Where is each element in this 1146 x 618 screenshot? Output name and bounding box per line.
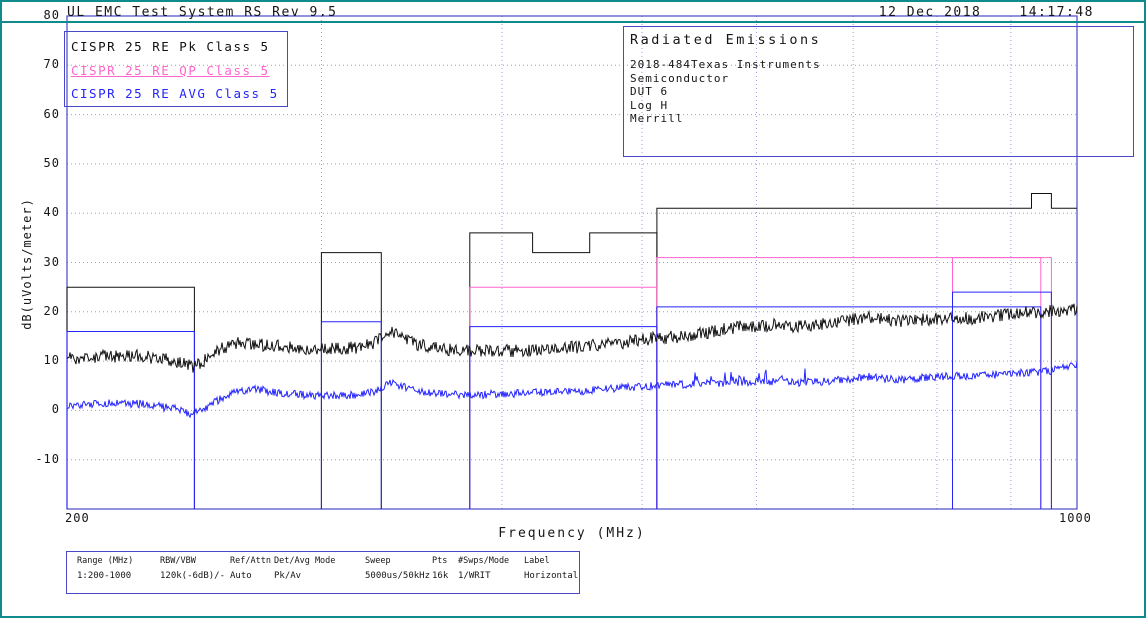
- legend-box: CISPR 25 RE Pk Class 5 CISPR 25 RE QP Cl…: [64, 31, 288, 107]
- settings-header-cell: Label: [524, 556, 550, 566]
- settings-header-cell: Ref/Attn: [230, 556, 271, 566]
- antenna-line: Log H: [630, 98, 669, 112]
- settings-header-row: Range (MHz) RBW/VBW Ref/Attn Det/Avg Mode Sw…: [77, 556, 579, 566]
- trace-avg: [66, 361, 1078, 419]
- legend-item-pk: CISPR 25 RE Pk Class 5: [71, 39, 270, 54]
- settings-value-cell: 1:200-1000: [77, 571, 132, 581]
- settings-header-cell: #Swps/Mode: [458, 556, 510, 566]
- project-line: 2018-484Texas Instruments: [630, 58, 821, 71]
- operator-line: Merrill: [630, 112, 684, 125]
- report-title: Radiated Emissions: [630, 32, 822, 48]
- settings-value-cell: Horizontal: [524, 571, 579, 581]
- date-label: 12 Dec 2018: [878, 5, 982, 20]
- settings-value-cell: 1/WRIT: [458, 571, 491, 581]
- plot-frame: [66, 15, 1078, 510]
- settings-value-row: 1:200-1000 120k(-6dB)/- Auto Pk/Av 5000us/50…: [77, 571, 579, 581]
- settings-header-cell: Det/Avg Mode: [274, 556, 336, 566]
- settings-header-cell: Sweep: [365, 556, 391, 566]
- limit-line-pk: [656, 193, 1077, 509]
- legend-item-avg: CISPR 25 RE AVG Class 5: [71, 86, 279, 101]
- settings-table: Range (MHz) RBW/VBW Ref/Attn Det/Avg Mode Sw…: [66, 551, 580, 594]
- window-title: UL EMC Test System RS Rev 9.5: [67, 5, 338, 20]
- y-axis-label: dB(uVolts/meter): [20, 198, 34, 330]
- limit-line-pk: [320, 252, 382, 509]
- limit-line-qp: [469, 286, 658, 509]
- legend-item-qp: CISPR 25 RE QP Class 5: [71, 62, 270, 78]
- limit-line-avg: [952, 291, 1052, 509]
- settings-value-cell: 16k: [432, 571, 449, 581]
- limit-line-avg: [656, 306, 1042, 509]
- limit-line-avg: [66, 331, 195, 509]
- settings-value-cell: Pk/Av: [274, 571, 302, 581]
- time-label: 14:17:48: [1019, 5, 1094, 20]
- limit-line-pk: [66, 286, 195, 509]
- limit-line-pk: [469, 232, 658, 509]
- trace-pk: [66, 303, 1078, 373]
- limit-line-avg: [469, 326, 658, 509]
- settings-value-cell: 5000us/50kHz: [365, 571, 431, 581]
- test-info-box: Radiated Emissions 2018-484Texas Instrum…: [623, 26, 1134, 157]
- limit-line-qp: [952, 257, 1052, 509]
- settings-header-cell: Range (MHz): [77, 556, 134, 566]
- limit-line-qp: [656, 257, 1042, 509]
- settings-value-cell: Auto: [230, 571, 252, 581]
- datetime: 12 Dec 2018 14:17:48: [879, 5, 1094, 20]
- dut-line: DUT 6: [630, 85, 669, 98]
- x-axis-label: Frequency (MHz): [498, 526, 646, 541]
- company-line: Semiconductor: [630, 71, 730, 85]
- settings-header-cell: RBW/VBW: [160, 556, 196, 566]
- settings-header-cell: Pts: [432, 556, 448, 566]
- limit-line-avg: [320, 321, 382, 509]
- title-bar: UL EMC Test System RS Rev 9.5 12 Dec 201…: [2, 2, 1144, 23]
- settings-value-cell: 120k(-6dB)/-: [160, 571, 226, 581]
